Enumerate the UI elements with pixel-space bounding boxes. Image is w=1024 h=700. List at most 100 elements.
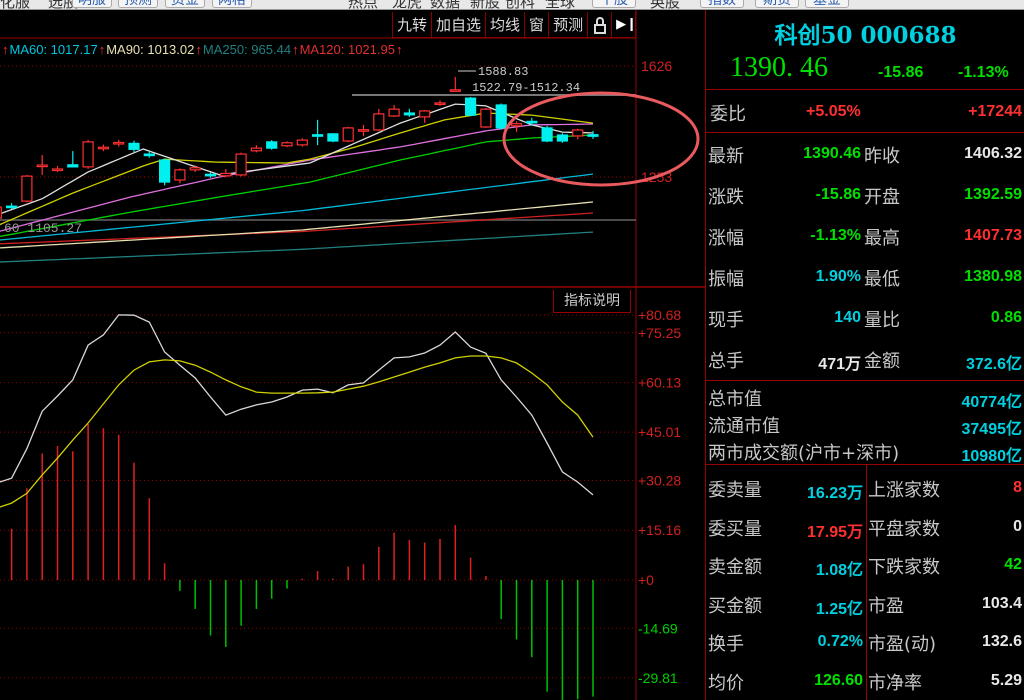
menu-button[interactable]: 指数 xyxy=(700,0,744,8)
candle xyxy=(0,206,2,219)
candle xyxy=(403,108,415,117)
candle xyxy=(449,77,461,92)
quote-value: 1392.59 xyxy=(964,186,1022,203)
order-value: 17.95万 xyxy=(806,523,863,541)
menu-button[interactable]: 资金 xyxy=(165,0,205,8)
quote-value: 140 xyxy=(834,309,861,326)
menu-button[interactable]: 期货 xyxy=(755,0,799,8)
security-title: 科创50 000688 xyxy=(774,22,957,49)
candle-body xyxy=(128,142,140,150)
market-cap-label: 两市成交额(沪市+深市) xyxy=(708,443,900,464)
candle-body xyxy=(159,159,171,183)
candle-body xyxy=(143,153,155,157)
candle-body xyxy=(67,164,79,168)
market-cap-value: 40774亿 xyxy=(961,394,1023,411)
candle xyxy=(204,172,217,178)
quote-label: 最低 xyxy=(864,269,900,290)
candle xyxy=(296,138,308,147)
quote-value: -1.13% xyxy=(810,227,861,244)
menu-item[interactable]: 创科 xyxy=(505,0,536,10)
candle-body xyxy=(510,123,523,127)
toolbar-item[interactable]: 加自选 xyxy=(432,12,487,38)
indicator-tick-label: +80.68 xyxy=(638,307,681,323)
toolbar-item[interactable]: 窗 xyxy=(525,12,550,38)
legend-ma250: MA250: 965.44 xyxy=(202,42,292,57)
market-label: 下跌家数 xyxy=(868,557,940,578)
candle xyxy=(373,108,385,131)
indicator-tick-label: +0 xyxy=(638,572,654,588)
candle xyxy=(128,140,140,153)
menu-item[interactable]: 热点 xyxy=(348,0,379,10)
market-value: 42 xyxy=(1004,556,1022,573)
candle xyxy=(541,125,553,143)
arrow-right-bar-icon[interactable]: ▶❙ xyxy=(612,12,637,38)
market-value: 0 xyxy=(1013,517,1022,535)
candle xyxy=(587,130,599,139)
menu-item[interactable]: 英股 xyxy=(650,0,681,10)
order-value: 126.60 xyxy=(814,671,863,689)
menu-button[interactable]: 预测 xyxy=(118,0,158,8)
candle xyxy=(495,103,507,130)
candle xyxy=(312,119,324,146)
menu-item[interactable]: 化服 xyxy=(0,0,31,10)
candle xyxy=(174,168,186,184)
candle xyxy=(434,100,446,106)
market-label: 市盈(动) xyxy=(868,634,937,655)
menu-button[interactable]: 网格 xyxy=(212,0,252,8)
candle xyxy=(327,133,339,143)
menu-button[interactable]: 明服 xyxy=(72,0,112,8)
candle-body xyxy=(97,146,110,150)
lock-icon[interactable] xyxy=(588,12,613,38)
candle xyxy=(21,174,33,203)
menu-button[interactable]: 个股 xyxy=(592,0,636,8)
candle xyxy=(572,128,584,140)
candle xyxy=(143,151,155,158)
candle xyxy=(266,140,278,150)
menu-button[interactable]: 基金 xyxy=(805,0,849,8)
quote-label: 总手 xyxy=(708,351,744,372)
order-label: 换手 xyxy=(708,634,744,655)
menu-item[interactable]: 龙虎 xyxy=(392,0,423,10)
weibi-diff: +17244 xyxy=(968,103,1022,120)
order-label: 均价 xyxy=(708,672,744,694)
candle-body xyxy=(327,133,339,142)
quote-label: 量比 xyxy=(864,310,900,331)
ma-line-ma60 xyxy=(0,173,594,241)
candle xyxy=(465,96,477,116)
toolbar-item[interactable]: 九转 xyxy=(393,12,433,38)
ma-value-label: 60 1105.27 xyxy=(4,221,82,236)
quote-label: 最新 xyxy=(708,146,744,167)
menu-item[interactable]: 选股 xyxy=(48,0,79,10)
toolbar-item[interactable]: 预测 xyxy=(549,12,589,38)
candle-body xyxy=(5,205,18,209)
indicator-tick-label: +75.25 xyxy=(638,325,681,341)
toolbar-item[interactable]: 均线 xyxy=(486,12,526,38)
quote-label: 最高 xyxy=(864,228,900,249)
menu-item[interactable]: 全球 xyxy=(545,0,576,10)
candle xyxy=(220,168,232,178)
candle-body xyxy=(250,147,262,152)
weibi-label: 委比 xyxy=(710,104,746,125)
market-cap-value: 37495亿 xyxy=(961,421,1023,438)
candle-body xyxy=(434,102,446,106)
indicator-info-button[interactable]: 指标说明 xyxy=(553,290,631,313)
candle-body xyxy=(36,164,48,168)
high-label: 1588.83 xyxy=(478,65,528,79)
order-value: 16.23万 xyxy=(806,485,863,502)
arrow-up-icon: ↑ xyxy=(2,42,9,57)
quote-value: 1.90% xyxy=(815,268,861,285)
quote-value: -15.86 xyxy=(815,186,861,203)
candle xyxy=(419,110,431,123)
candle-body xyxy=(357,129,370,132)
highlight-ellipse xyxy=(502,91,700,187)
candle xyxy=(82,139,94,169)
menu-item[interactable]: 数据 xyxy=(430,0,461,10)
legend-ma90: MA90: 1013.02 xyxy=(106,42,195,57)
order-label: 委卖量 xyxy=(708,480,762,501)
candle-body xyxy=(572,129,584,137)
ma-line-ma250 xyxy=(0,231,594,263)
menu-item[interactable]: 新股 xyxy=(470,0,501,10)
candle xyxy=(556,133,569,143)
candle-body xyxy=(21,175,33,202)
